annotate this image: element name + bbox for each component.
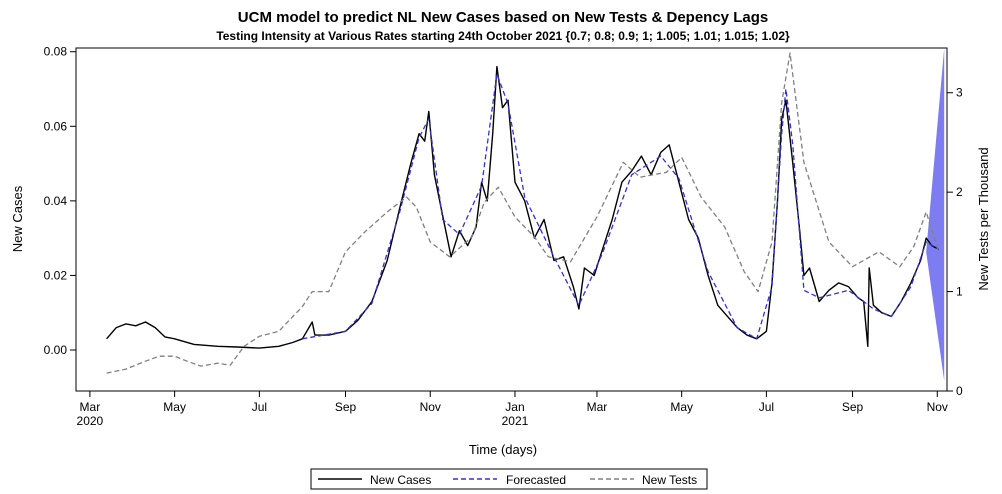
forecast-band bbox=[926, 48, 945, 382]
series-line-new-cases bbox=[106, 65, 940, 349]
x-tick-label: Sep bbox=[842, 400, 864, 414]
chart-subtitle: Testing Intensity at Various Rates start… bbox=[216, 29, 790, 43]
forecast-band-layer bbox=[926, 48, 945, 382]
y-tick-label: 0.04 bbox=[44, 194, 68, 208]
plot-frame bbox=[75, 47, 948, 392]
x-tick-label: May bbox=[670, 400, 693, 414]
y-axis-title: New Cases bbox=[10, 185, 25, 252]
series-line-new-tests bbox=[106, 52, 940, 374]
y-tick-label: 0.02 bbox=[44, 268, 68, 282]
y2-axis-title: New Tests per Thousand bbox=[976, 147, 991, 290]
series-layer bbox=[106, 52, 940, 374]
y-tick-label: 0.08 bbox=[44, 45, 68, 59]
x-tick-label: Mar bbox=[587, 400, 608, 414]
y2-tick-label: 0 bbox=[956, 384, 963, 398]
y-tick-label: 0.00 bbox=[44, 343, 68, 357]
y2-tick-label: 2 bbox=[956, 185, 963, 199]
legend-label-new-tests: New Tests bbox=[642, 473, 697, 487]
x-tick-label: Sep bbox=[335, 400, 357, 414]
x-tick-label: Nov bbox=[927, 400, 948, 414]
legend-label-forecasted: Forecasted bbox=[506, 473, 566, 487]
x-axis-title: Time (days) bbox=[469, 442, 537, 457]
x-tick-label: Mar bbox=[80, 400, 101, 414]
legend-label-new-cases: New Cases bbox=[370, 473, 431, 487]
y2-tick-label: 3 bbox=[956, 86, 963, 100]
x-tick-label: May bbox=[163, 400, 186, 414]
x-year-label: 2020 bbox=[77, 414, 104, 428]
chart-title: UCM model to predict NL New Cases based … bbox=[238, 9, 768, 26]
x-tick-label: Jan bbox=[505, 400, 524, 414]
x-year-label: 2021 bbox=[502, 414, 529, 428]
x-tick-label: Jul bbox=[252, 400, 267, 414]
legend-box bbox=[310, 468, 708, 490]
y-tick-label: 0.06 bbox=[44, 119, 68, 133]
y2-tick-label: 1 bbox=[956, 285, 963, 299]
y-axis-left: 0.00 0.02 0.04 0.06 0.08 bbox=[44, 45, 76, 357]
series-line-forecasted bbox=[302, 73, 940, 340]
x-tick-label: Jul bbox=[759, 400, 774, 414]
legend: New Cases Forecasted New Tests bbox=[310, 468, 708, 490]
x-tick-label: Nov bbox=[420, 400, 441, 414]
y-axis-right: 0 1 2 3 bbox=[947, 86, 963, 398]
x-axis: Mar May Jul Sep Nov Jan Mar May Jul Sep Nov 2020 202… bbox=[77, 391, 948, 428]
